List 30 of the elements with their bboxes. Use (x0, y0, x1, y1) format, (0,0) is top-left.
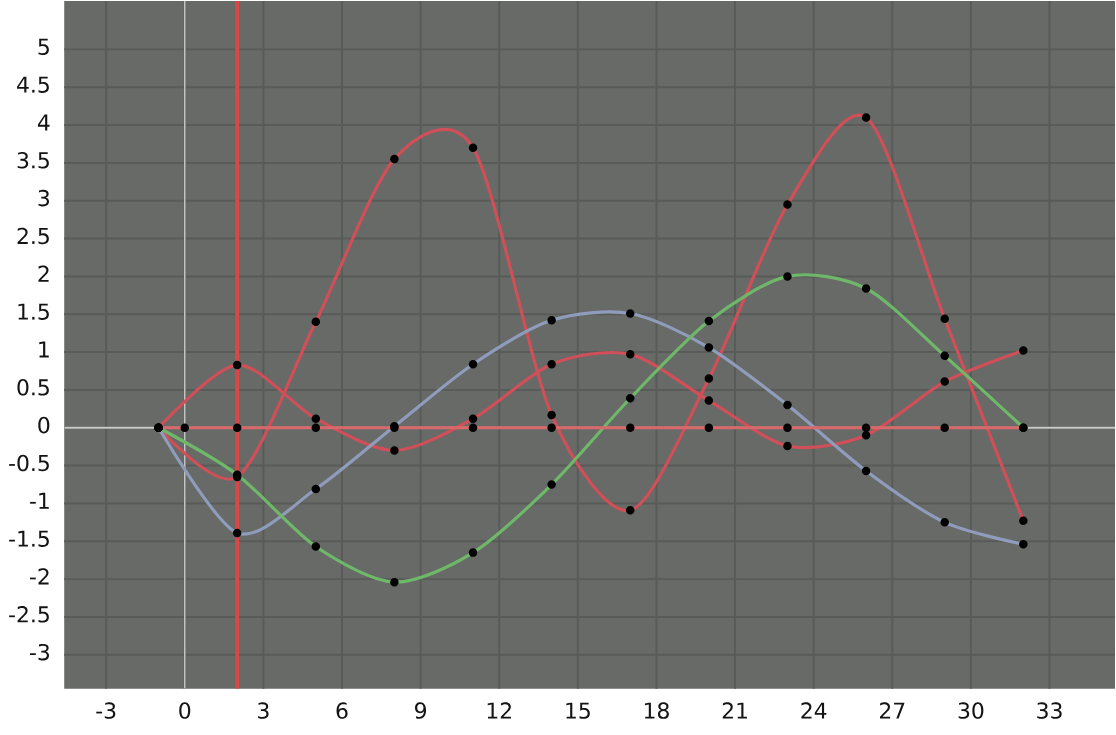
x-tick-label: 27 (879, 702, 905, 719)
y-tick-label: -3 (30, 644, 50, 661)
y-tick-label: 4.5 (17, 76, 49, 94)
y-tick-label: -2.5 (9, 606, 49, 623)
x-tick-label: 21 (722, 702, 747, 719)
y-tick-label: -1 (30, 493, 49, 509)
y-tick-label: 5 (38, 38, 49, 56)
y-tick-label: 1.5 (18, 303, 49, 321)
x-tick-label: 12 (487, 702, 511, 719)
y-tick-label: -0.5 (9, 454, 49, 472)
x-tick-label: 3 (258, 702, 269, 720)
y-tick-label: -1.5 (9, 530, 49, 548)
x-tick-label: 18 (644, 702, 669, 720)
y-tick-label: -2 (30, 568, 49, 585)
y-tick-label: 3.5 (17, 152, 49, 169)
y-tick-label: 2 (38, 265, 49, 282)
x-tick-label: 33 (1037, 702, 1062, 720)
x-tick-label: 24 (801, 702, 827, 719)
y-tick-label: 1 (39, 341, 49, 358)
y-tick-label: 0.5 (17, 379, 49, 396)
y-tick-label: 2.5 (17, 227, 49, 245)
y-tick-label: 3 (38, 190, 50, 207)
y-tick-label: 0 (38, 417, 50, 434)
y-tick-label: 4 (37, 114, 50, 131)
x-tick-label: 30 (958, 702, 984, 720)
x-tick-label: 9 (415, 702, 427, 720)
x-tick-label: -3 (96, 702, 116, 720)
x-tick-label: 6 (336, 702, 348, 720)
x-tick-label: 0 (179, 702, 191, 720)
x-tick-label: 15 (566, 702, 590, 720)
